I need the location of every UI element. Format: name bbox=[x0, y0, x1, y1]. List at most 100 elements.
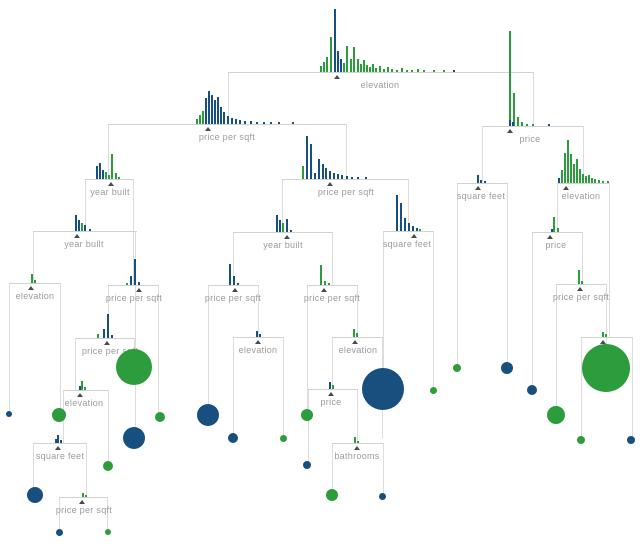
histogram-bar bbox=[302, 166, 304, 179]
tree-link bbox=[332, 443, 333, 495]
tree-link bbox=[158, 285, 159, 416]
histogram-bar bbox=[396, 195, 398, 231]
split-axis bbox=[9, 283, 60, 284]
histogram-bar bbox=[581, 281, 583, 284]
tree-link bbox=[433, 231, 434, 390]
tree-link bbox=[357, 389, 358, 443]
histogram-bar bbox=[130, 276, 132, 285]
tree-link bbox=[75, 338, 76, 390]
split-axis bbox=[307, 285, 357, 286]
histogram-bar bbox=[227, 116, 229, 124]
tree-link bbox=[357, 285, 358, 337]
histogram-bar bbox=[31, 274, 33, 283]
node-label: year built bbox=[64, 239, 104, 249]
leaf-circle bbox=[105, 529, 111, 535]
histogram-bar bbox=[322, 164, 324, 179]
histogram-bar bbox=[607, 181, 609, 183]
histogram-bar bbox=[564, 153, 566, 183]
histogram-bar bbox=[97, 334, 99, 338]
histogram-bar bbox=[276, 215, 278, 232]
histogram-bar bbox=[551, 229, 553, 232]
tree-link bbox=[609, 183, 610, 337]
tree-link bbox=[383, 231, 384, 389]
histogram-bar bbox=[379, 66, 381, 72]
histogram-bar bbox=[582, 174, 584, 183]
histogram-bar bbox=[602, 332, 604, 337]
histogram-bar bbox=[346, 46, 348, 72]
tree-link bbox=[307, 285, 308, 415]
tree-link bbox=[507, 183, 508, 368]
histogram-bar bbox=[196, 119, 198, 124]
node-label: elevation bbox=[338, 345, 378, 355]
tree-link bbox=[308, 389, 309, 465]
node-label: price per sqft bbox=[552, 292, 610, 302]
histogram-bar bbox=[239, 120, 241, 124]
tree-link bbox=[532, 232, 533, 390]
split-axis bbox=[332, 443, 383, 444]
histogram-bar bbox=[484, 181, 486, 183]
node-label: price per sqft bbox=[303, 293, 361, 303]
split-axis bbox=[581, 337, 632, 338]
histogram-bar bbox=[477, 175, 479, 183]
tree-link bbox=[282, 179, 283, 232]
histogram-bar bbox=[365, 177, 367, 179]
histogram-bar bbox=[598, 180, 600, 183]
split-marker-icon bbox=[600, 340, 606, 344]
histogram-bar bbox=[406, 70, 408, 72]
histogram-bar bbox=[107, 314, 109, 338]
histogram-bar bbox=[126, 283, 128, 285]
tree-link bbox=[228, 72, 229, 124]
leaf-circle bbox=[582, 344, 630, 392]
tree-link bbox=[258, 285, 259, 337]
tree-link bbox=[233, 337, 234, 438]
node-label: price bbox=[519, 134, 541, 144]
leaf-circle bbox=[303, 461, 311, 469]
leaf-circle bbox=[123, 427, 145, 449]
tree-link bbox=[581, 337, 582, 440]
histogram-bar bbox=[81, 381, 83, 390]
node-label: price per sqft bbox=[317, 187, 375, 197]
leaf-circle bbox=[301, 409, 313, 421]
histogram-bar bbox=[337, 51, 339, 72]
histogram-bar bbox=[561, 170, 563, 183]
histogram-bar bbox=[233, 276, 235, 285]
split-marker-icon bbox=[577, 287, 583, 291]
split-axis bbox=[33, 231, 137, 232]
tree-link bbox=[557, 183, 558, 232]
histogram-bar bbox=[351, 177, 353, 179]
histogram-bar bbox=[263, 122, 265, 124]
histogram-bar bbox=[576, 159, 578, 183]
node-label: bathrooms bbox=[334, 451, 380, 461]
histogram-bar bbox=[205, 98, 207, 124]
split-marker-icon bbox=[74, 234, 80, 238]
leaf-circle bbox=[429, 386, 437, 394]
histogram-bar bbox=[366, 65, 368, 72]
histogram-bar bbox=[360, 64, 362, 72]
histogram-bar bbox=[223, 112, 225, 124]
split-axis bbox=[556, 284, 606, 285]
histogram-bar bbox=[85, 495, 87, 497]
node-label: elevation bbox=[561, 191, 601, 201]
node-label: square feet bbox=[35, 451, 85, 461]
histogram-bar bbox=[453, 70, 455, 72]
histogram-bar bbox=[579, 169, 581, 183]
histogram-bar bbox=[353, 47, 355, 72]
histogram-bar bbox=[353, 329, 355, 337]
histogram-bar bbox=[333, 173, 335, 179]
histogram-bar bbox=[363, 60, 365, 72]
leaf-circle bbox=[362, 368, 404, 410]
histogram-bar bbox=[553, 217, 555, 232]
split-marker-icon bbox=[136, 288, 142, 292]
tree-link bbox=[9, 283, 10, 414]
leaf-circle bbox=[228, 433, 238, 443]
histogram-bar bbox=[259, 334, 261, 337]
histogram-bar bbox=[411, 70, 413, 72]
histogram-bar bbox=[419, 229, 421, 231]
split-axis bbox=[282, 179, 408, 180]
histogram-bar bbox=[588, 175, 590, 183]
node-label: year built bbox=[263, 240, 303, 250]
split-marker-icon bbox=[284, 235, 290, 239]
histogram-bar bbox=[404, 218, 406, 231]
histogram-bar bbox=[585, 176, 587, 183]
split-axis bbox=[482, 126, 583, 127]
